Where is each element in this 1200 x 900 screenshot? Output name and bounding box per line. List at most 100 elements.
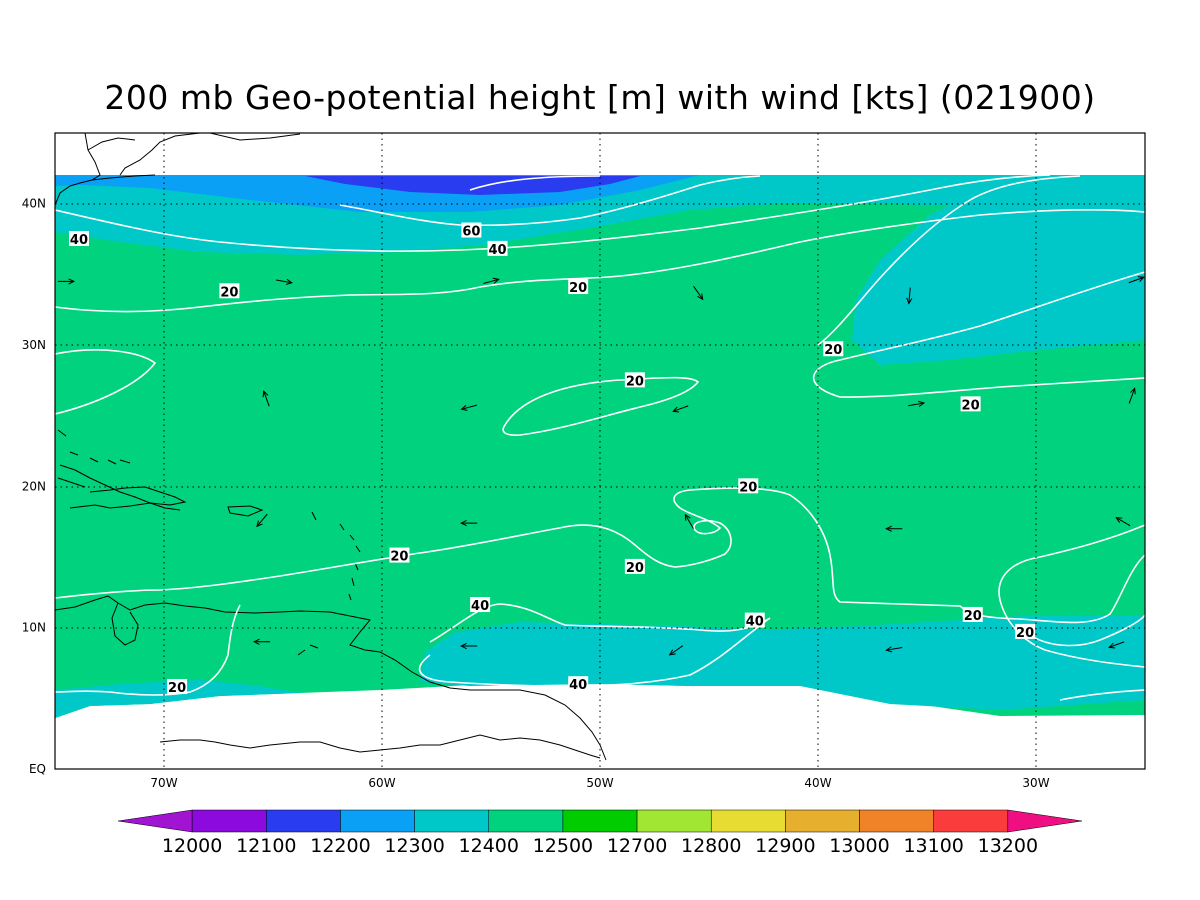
contour-label: 20 — [568, 279, 589, 296]
wind-arrow — [460, 642, 478, 650]
wind-arrow — [483, 277, 500, 284]
coastline-south-america — [55, 595, 607, 761]
colorbar-label: 12000 — [162, 835, 222, 857]
colorbar-swatch — [933, 809, 1009, 833]
colorbar-swatch — [562, 809, 638, 833]
colorbar-swatch — [488, 809, 564, 833]
svg-text:20: 20 — [824, 343, 842, 358]
isotach-20-northwest — [55, 209, 1145, 313]
map-frame — [54, 132, 1146, 770]
wind-arrow — [460, 520, 478, 527]
contour-label: 20 — [167, 679, 188, 696]
svg-text:20: 20 — [220, 285, 238, 300]
coastline-cuba — [57, 464, 181, 511]
contour-label: 40 — [568, 676, 589, 693]
wind-arrow — [262, 390, 270, 407]
lon-tick-label: 60W — [368, 776, 395, 790]
wind-arrow — [684, 513, 694, 529]
svg-text:20: 20 — [390, 550, 408, 565]
svg-text:40: 40 — [488, 243, 506, 258]
colorbar-swatch — [785, 809, 860, 833]
lon-tick-label: 30W — [1022, 776, 1049, 790]
colorbar-swatch — [414, 809, 490, 833]
isotach-60 — [339, 175, 761, 227]
lon-tick-label: 40W — [804, 776, 831, 790]
height-band-12200 — [305, 176, 640, 195]
contour-label: 60 — [461, 222, 482, 240]
coastline-lesser-antilles — [311, 511, 361, 601]
contour-label: 40 — [68, 231, 89, 248]
contour-label: 20 — [1015, 623, 1036, 641]
contour-label: 40 — [744, 612, 765, 630]
colorbar-label: 12500 — [533, 835, 593, 857]
wind-contours — [55, 174, 1145, 701]
svg-text:20: 20 — [168, 681, 186, 696]
wind-arrow — [1108, 641, 1125, 649]
svg-text:20: 20 — [1016, 626, 1034, 641]
map-title: 200 mb Geo-potential height [m] with win… — [104, 78, 1096, 117]
wind-arrow — [908, 400, 926, 407]
isotach-20-east-south — [998, 524, 1145, 668]
colorbar-label: 13100 — [903, 835, 963, 857]
isotach-20-west-lobe — [55, 349, 157, 415]
contour-label: 20 — [738, 478, 759, 495]
contour-label: 20 — [823, 341, 844, 358]
coastlines — [55, 133, 607, 761]
colorbar-label: 12400 — [459, 835, 519, 857]
isotach-20-central-south — [55, 487, 1145, 624]
wind-arrow — [672, 405, 689, 413]
svg-text:20: 20 — [569, 281, 587, 296]
wind-arrow — [885, 646, 903, 653]
wind-arrow — [275, 278, 293, 285]
wind-arrow — [906, 287, 913, 305]
svg-text:40: 40 — [569, 678, 587, 693]
lon-tick-label: 70W — [150, 776, 177, 790]
contour-labels: 60 40 40 20 20 20 20 20 20 20 20 20 20 20 40 40 40 — [68, 222, 1036, 696]
isotach-20-northeast-ridge — [817, 175, 1081, 346]
wind-arrow — [693, 285, 704, 301]
colorbar-swatch — [710, 809, 786, 833]
contour-label: 40 — [470, 597, 491, 614]
colorbar-label: 12700 — [607, 835, 667, 857]
wind-arrows — [57, 276, 1145, 656]
contour-label: 20 — [960, 396, 981, 413]
graticule — [55, 133, 1145, 769]
svg-text:20: 20 — [626, 374, 644, 389]
contour-label: 20 — [624, 558, 645, 576]
wind-arrow — [256, 513, 268, 528]
height-band-12400-southwest — [55, 680, 300, 718]
svg-text:20: 20 — [964, 609, 982, 624]
colorbar-swatch — [859, 809, 934, 833]
isotach-20-southeast — [1029, 614, 1145, 701]
colorbar-label: 13200 — [978, 835, 1038, 857]
colorbar-label: 12900 — [755, 835, 815, 857]
coastline-bahamas — [57, 429, 131, 465]
height-band-12400-south — [420, 616, 1145, 710]
wind-arrow — [252, 638, 271, 645]
lat-tick-label: 10N — [22, 621, 46, 635]
longitude-axis: 70W 60W 50W 40W 30W — [150, 776, 1049, 790]
contour-label: 40 — [487, 240, 508, 258]
wind-arrow — [885, 525, 903, 532]
colorbar-swatch — [191, 809, 267, 833]
wind-arrow — [668, 645, 684, 656]
colorbar-label: 12300 — [384, 835, 444, 857]
isotach-20-southwest — [55, 604, 241, 696]
contour-label: 20 — [219, 283, 240, 300]
wind-arrow — [1128, 276, 1145, 284]
lat-tick-label: 40N — [22, 197, 46, 211]
svg-text:60: 60 — [462, 225, 480, 240]
coastline-puerto-rico — [227, 505, 264, 517]
colorbar-swatch — [636, 809, 712, 833]
svg-text:40: 40 — [746, 615, 764, 630]
isotach-40-south — [418, 603, 771, 687]
isotach-20-central-loop — [502, 376, 700, 436]
isotach-20-east — [812, 271, 1145, 398]
lat-tick-label: 30N — [22, 338, 46, 352]
colorbar-swatch — [266, 809, 341, 833]
colorbar-label: 12200 — [310, 835, 370, 857]
wind-arrow — [57, 278, 76, 285]
colorbar-label: 13000 — [829, 835, 889, 857]
svg-text:20: 20 — [962, 398, 980, 413]
